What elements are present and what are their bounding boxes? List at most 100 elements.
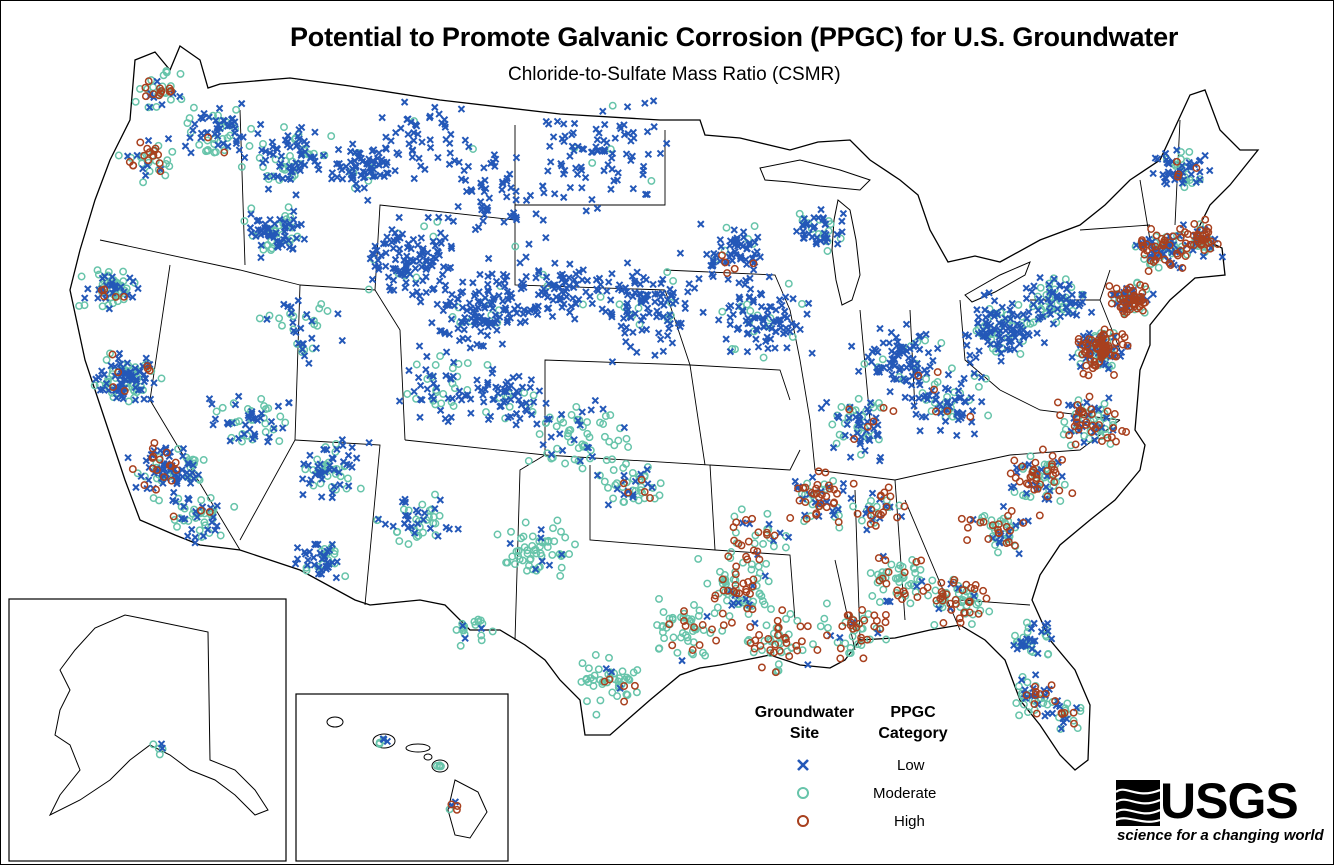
low-site-marker — [559, 120, 568, 128]
moderate-site-marker — [1074, 396, 1083, 405]
low-site-marker — [384, 273, 393, 281]
low-site-marker — [546, 142, 554, 150]
low-site-marker — [330, 482, 338, 491]
high-site-marker — [140, 151, 149, 160]
high-site-marker — [1103, 407, 1112, 416]
low-site-marker — [264, 185, 273, 193]
low-site-marker — [922, 330, 930, 339]
low-site-marker — [423, 352, 431, 361]
moderate-site-marker — [647, 176, 656, 185]
low-site-marker — [189, 126, 197, 134]
high-site-marker — [815, 502, 823, 511]
low-site-marker — [418, 138, 426, 146]
moderate-site-marker — [613, 692, 622, 701]
high-site-marker — [1103, 433, 1112, 442]
high-site-marker — [1123, 341, 1132, 350]
low-site-marker — [434, 532, 442, 540]
moderate-site-marker — [431, 490, 439, 499]
high-site-marker — [1069, 708, 1078, 717]
low-site-marker — [910, 402, 918, 410]
low-site-marker — [375, 161, 383, 169]
low-site-marker — [296, 166, 305, 175]
high-site-marker — [737, 541, 746, 550]
low-site-marker — [463, 306, 471, 315]
low-site-marker — [484, 254, 493, 263]
low-site-marker — [594, 146, 602, 155]
low-site-marker — [656, 149, 665, 158]
low-site-marker — [556, 430, 564, 438]
low-site-marker — [328, 493, 336, 502]
low-site-marker — [204, 526, 212, 534]
low-site-marker — [494, 384, 502, 393]
low-site-marker — [981, 306, 989, 314]
low-site-marker — [392, 128, 400, 137]
low-site-marker — [374, 256, 382, 265]
low-site-marker — [886, 388, 894, 396]
moderate-site-marker — [758, 646, 766, 655]
low-site-marker — [644, 150, 653, 158]
low-site-marker — [986, 329, 995, 337]
low-site-marker — [121, 375, 130, 383]
high-site-marker — [1015, 477, 1024, 486]
moderate-site-marker — [586, 446, 595, 455]
moderate-site-marker — [1010, 488, 1019, 497]
low-site-marker — [888, 370, 896, 379]
low-site-marker — [953, 408, 961, 417]
low-site-marker — [318, 555, 326, 563]
high-site-marker — [1030, 700, 1039, 709]
low-site-marker — [231, 400, 240, 409]
low-site-marker — [1057, 295, 1066, 303]
low-site-marker — [507, 395, 515, 404]
low-site-marker — [315, 563, 323, 572]
low-site-marker — [493, 326, 501, 334]
moderate-site-marker — [854, 394, 863, 403]
high-site-marker — [1213, 240, 1222, 249]
low-site-marker — [467, 314, 476, 323]
low-site-marker — [817, 205, 825, 214]
low-site-marker — [1206, 166, 1214, 175]
low-site-marker — [517, 285, 525, 293]
low-site-marker — [743, 347, 752, 356]
high-site-marker — [785, 652, 794, 661]
low-site-marker — [379, 735, 387, 743]
low-site-marker — [1149, 290, 1157, 298]
low-site-marker — [240, 153, 249, 162]
low-site-marker — [276, 237, 284, 246]
high-site-marker — [1074, 335, 1083, 343]
low-site-marker — [957, 380, 965, 388]
moderate-site-marker — [947, 364, 956, 373]
low-site-marker — [462, 318, 470, 327]
low-site-marker — [320, 445, 328, 454]
low-site-marker — [1047, 300, 1055, 309]
moderate-site-marker — [531, 545, 540, 554]
moderate-site-marker — [629, 668, 638, 677]
moderate-site-marker — [574, 444, 583, 453]
low-site-marker — [944, 370, 953, 379]
low-site-marker — [483, 331, 492, 340]
low-site-marker — [474, 297, 482, 306]
moderate-site-marker — [356, 484, 365, 493]
low-site-marker — [401, 498, 410, 507]
low-site-marker — [608, 269, 616, 278]
low-site-marker — [1011, 333, 1019, 342]
low-site-marker — [1046, 310, 1055, 319]
low-site-marker — [285, 243, 294, 251]
moderate-site-marker — [659, 608, 668, 617]
low-site-marker — [756, 289, 765, 298]
moderate-site-marker — [327, 132, 336, 141]
low-site-marker — [319, 151, 328, 160]
low-site-marker — [514, 389, 522, 397]
moderate-site-marker — [665, 614, 674, 623]
low-site-marker — [1064, 401, 1073, 409]
moderate-site-marker — [415, 522, 424, 531]
high-site-marker — [858, 606, 867, 614]
low-site-marker — [578, 145, 587, 153]
low-site-marker — [966, 351, 974, 360]
low-site-marker — [784, 533, 793, 542]
low-site-marker — [902, 363, 911, 372]
high-site-marker — [719, 586, 728, 595]
low-site-marker — [593, 135, 602, 144]
low-site-marker — [480, 211, 489, 219]
low-site-marker — [752, 335, 760, 343]
moderate-site-marker — [857, 641, 866, 650]
